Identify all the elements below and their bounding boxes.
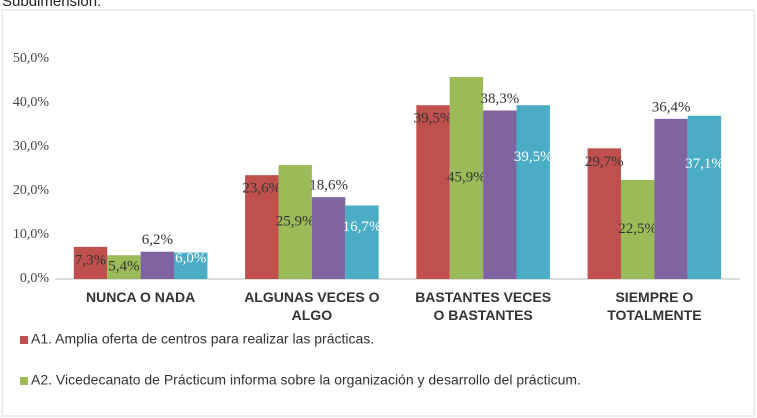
legend-swatch <box>20 377 28 385</box>
bar <box>449 77 484 279</box>
bar <box>687 115 722 279</box>
bar <box>587 148 621 279</box>
value-label: 6,0% <box>175 250 206 266</box>
x-tick-label: ALGUNAS VECES O ALGO <box>244 289 379 323</box>
value-label: 22,5% <box>618 221 657 237</box>
bar <box>245 175 279 279</box>
bar <box>620 180 655 279</box>
bar <box>311 197 346 279</box>
value-label: 7,3% <box>75 252 106 268</box>
bar <box>140 251 175 279</box>
value-label: 25,9% <box>276 213 315 229</box>
y-tick-label: 10,0% <box>13 227 50 242</box>
y-tick-label: 30,0% <box>13 139 50 154</box>
chart-title: Subdimensión: <box>2 0 101 10</box>
value-label: 39,5% <box>414 111 453 127</box>
bar <box>516 105 550 279</box>
legend-label: A2. Vicedecanato de Prácticum informa so… <box>31 372 581 388</box>
value-label: 39,5% <box>514 149 553 165</box>
bar <box>73 246 108 279</box>
y-tick-label: 0,0% <box>20 271 50 286</box>
y-tick-label: 50,0% <box>13 51 50 66</box>
bar <box>483 110 517 279</box>
value-label: 37,1% <box>685 156 724 172</box>
value-label: 5,4% <box>108 259 139 275</box>
bar <box>174 252 208 279</box>
x-tick-label: BASTANTES VECES O BASTANTES <box>415 289 551 323</box>
y-tick-label: 20,0% <box>13 183 50 198</box>
bar <box>278 165 312 279</box>
legend-label: A1. Amplia oferta de centros para realiz… <box>31 331 374 347</box>
bar <box>107 255 141 279</box>
chart-frame <box>1 9 755 417</box>
bar <box>654 118 688 279</box>
legend-swatch <box>20 336 28 344</box>
x-tick-label: NUNCA O NADA <box>86 289 195 305</box>
value-label: 23,6% <box>242 181 281 197</box>
value-label: 36,4% <box>652 99 691 115</box>
value-label: 16,7% <box>343 219 382 235</box>
bar <box>416 105 450 279</box>
value-label: 29,7% <box>585 154 624 170</box>
value-label: 45,9% <box>447 169 486 185</box>
y-tick-label: 40,0% <box>13 95 50 110</box>
value-label: 38,3% <box>480 91 519 107</box>
x-tick-label: SIEMPRE O TOTALMENTE <box>607 289 701 323</box>
bar <box>345 205 379 279</box>
value-label: 6,2% <box>142 232 173 248</box>
value-label: 18,6% <box>309 178 348 194</box>
